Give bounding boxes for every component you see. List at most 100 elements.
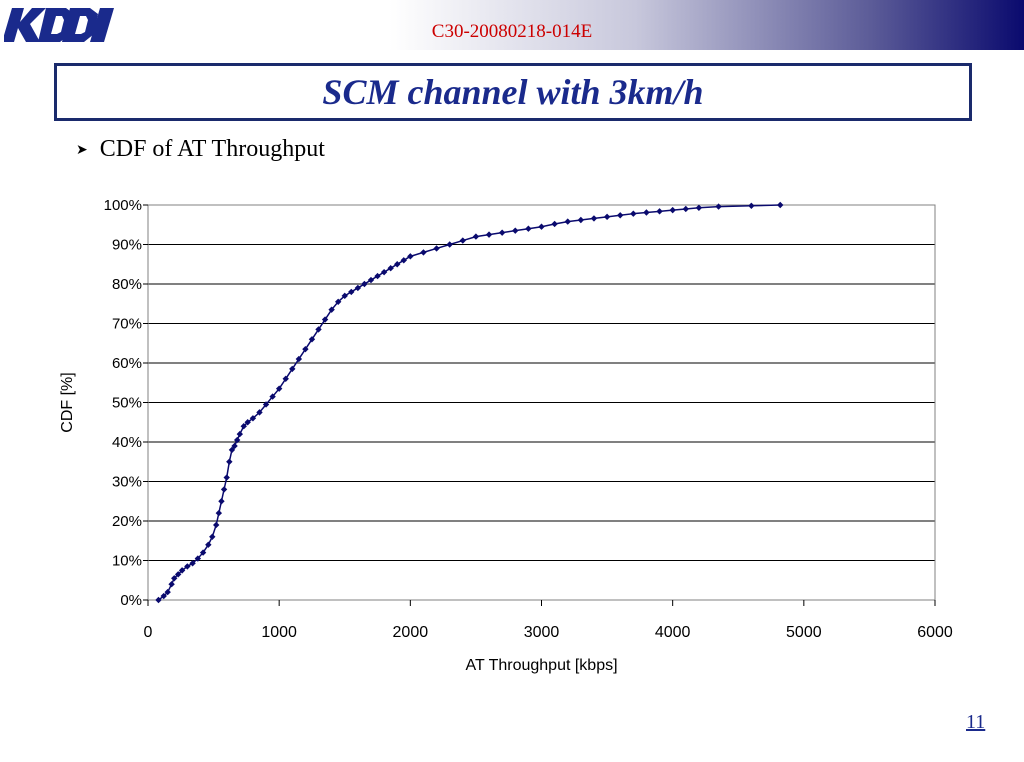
data-point bbox=[218, 498, 225, 505]
data-point bbox=[777, 201, 784, 209]
y-tick-label: 100% bbox=[104, 197, 142, 214]
data-point bbox=[374, 272, 381, 280]
data-point bbox=[394, 261, 401, 268]
data-point bbox=[682, 205, 689, 213]
data-point bbox=[226, 458, 233, 465]
data-point bbox=[643, 209, 650, 216]
data-point bbox=[334, 298, 342, 305]
data-point bbox=[669, 206, 676, 214]
data-point bbox=[512, 227, 519, 234]
data-point bbox=[748, 202, 755, 209]
data-point bbox=[189, 560, 196, 567]
data-point bbox=[656, 208, 663, 215]
data-point bbox=[275, 385, 283, 392]
data-point bbox=[459, 237, 466, 244]
data-point bbox=[295, 355, 303, 363]
data-point bbox=[205, 541, 212, 548]
x-tick-label: 1000 bbox=[261, 624, 297, 641]
data-point bbox=[168, 581, 175, 588]
data-point bbox=[171, 575, 178, 582]
y-tick-label: 0% bbox=[120, 592, 142, 609]
data-point bbox=[244, 419, 251, 426]
x-tick-label: 5000 bbox=[786, 624, 822, 641]
y-axis-ticks: 0% 10% 20% 30% 40% 50% 60% 70% 80% 90% 100% bbox=[104, 197, 148, 609]
y-tick-label: 60% bbox=[112, 355, 142, 372]
x-tick-label: 3000 bbox=[524, 624, 560, 641]
data-point bbox=[160, 592, 167, 600]
grid-lines bbox=[148, 204, 935, 561]
data-point bbox=[155, 596, 162, 604]
y-tick-label: 30% bbox=[112, 474, 142, 491]
data-point bbox=[240, 423, 247, 430]
data-point bbox=[215, 509, 223, 517]
y-tick-label: 70% bbox=[112, 316, 142, 333]
slide-title-box: SCM channel with 3km/h bbox=[54, 63, 972, 121]
arrow-bullet-icon: ➤ bbox=[76, 141, 88, 158]
data-point bbox=[199, 549, 207, 556]
data-point bbox=[498, 229, 506, 236]
series-markers bbox=[155, 201, 784, 604]
y-tick-label: 80% bbox=[112, 276, 142, 293]
page-number: 11 bbox=[966, 711, 986, 733]
data-point bbox=[617, 212, 624, 219]
data-point bbox=[715, 203, 722, 210]
data-point bbox=[223, 474, 230, 481]
y-tick-label: 90% bbox=[112, 237, 142, 254]
data-point bbox=[209, 533, 216, 540]
data-point bbox=[446, 241, 453, 248]
x-tick-label: 4000 bbox=[655, 624, 691, 641]
data-point bbox=[538, 223, 545, 230]
y-tick-label: 20% bbox=[112, 513, 142, 530]
data-point bbox=[361, 280, 368, 288]
data-point bbox=[380, 268, 388, 276]
y-tick-label: 40% bbox=[112, 434, 142, 451]
x-tick-label: 2000 bbox=[393, 624, 429, 641]
slide-title: SCM channel with 3km/h bbox=[322, 72, 704, 112]
x-tick-label: 6000 bbox=[917, 624, 953, 641]
data-point bbox=[269, 393, 276, 400]
data-point bbox=[174, 571, 182, 578]
data-point bbox=[577, 216, 585, 224]
data-point bbox=[472, 233, 480, 240]
data-point bbox=[315, 326, 322, 333]
data-point bbox=[231, 442, 238, 450]
x-axis-ticks: 0 1000 2000 3000 4000 5000 6000 bbox=[144, 600, 953, 641]
bullet-text: CDF of AT Throughput bbox=[99, 136, 325, 162]
data-point bbox=[282, 375, 289, 382]
data-point bbox=[289, 365, 296, 373]
x-axis-label: AT Throughput [kbps] bbox=[465, 657, 617, 674]
data-point bbox=[178, 567, 186, 574]
data-point bbox=[354, 284, 362, 292]
data-point bbox=[233, 436, 241, 444]
data-point bbox=[228, 446, 236, 454]
data-point bbox=[220, 486, 228, 493]
data-point bbox=[433, 245, 440, 252]
bullet-item: ➤ CDF of AT Throughput bbox=[76, 136, 325, 163]
data-point bbox=[400, 257, 407, 264]
data-point bbox=[590, 215, 598, 222]
data-point bbox=[603, 213, 611, 221]
data-point bbox=[308, 336, 316, 343]
data-point bbox=[262, 401, 270, 408]
data-point bbox=[551, 220, 558, 228]
data-point bbox=[236, 430, 244, 438]
x-tick-label: 0 bbox=[144, 624, 153, 641]
data-point bbox=[184, 563, 191, 570]
data-point bbox=[213, 521, 220, 529]
data-point bbox=[302, 345, 309, 353]
data-point bbox=[485, 231, 493, 238]
data-point bbox=[341, 292, 348, 300]
data-point bbox=[164, 588, 171, 596]
data-point bbox=[630, 210, 637, 217]
data-point bbox=[321, 316, 329, 323]
data-point bbox=[387, 265, 394, 272]
data-point bbox=[407, 253, 414, 260]
y-axis-label: CDF [%] bbox=[59, 372, 76, 432]
data-point bbox=[256, 409, 263, 416]
data-point bbox=[564, 218, 571, 225]
kddi-logo bbox=[4, 8, 114, 42]
data-point bbox=[249, 415, 257, 422]
data-point bbox=[420, 249, 427, 256]
data-point bbox=[194, 555, 202, 562]
